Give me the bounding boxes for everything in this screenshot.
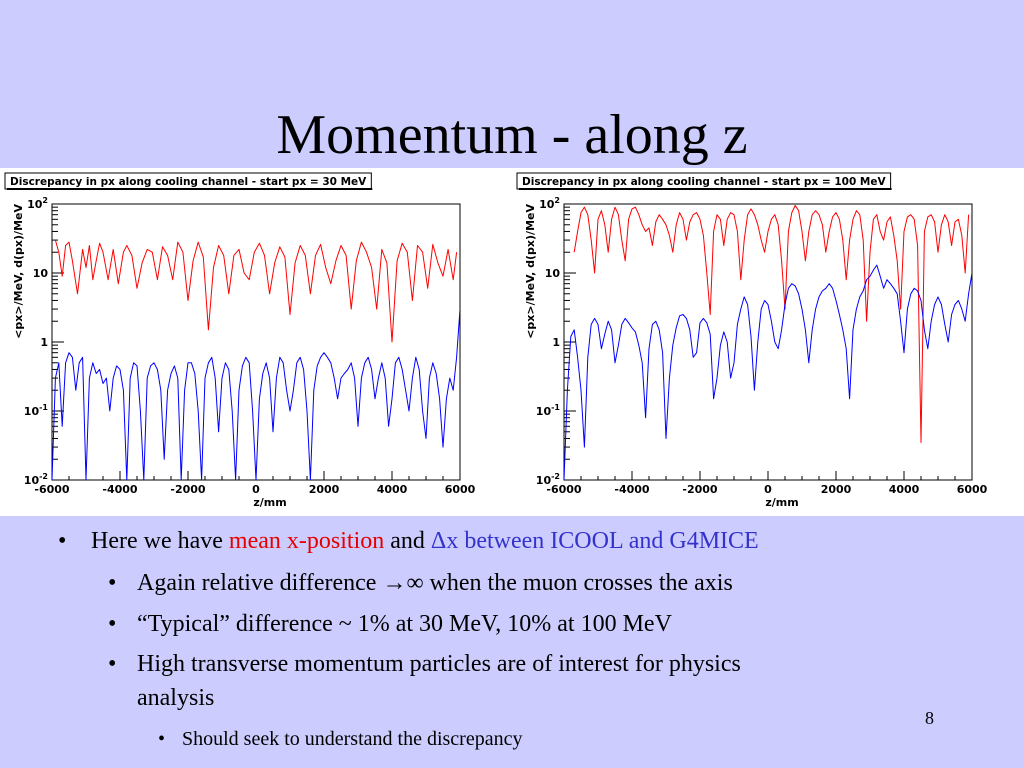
figure-band: Discrepancy in px along cooling channel … — [0, 168, 1024, 516]
chart-title-shadow — [519, 188, 892, 190]
x-tick-label: -4000 — [614, 483, 650, 496]
chart-panel-100mev: Discrepancy in px along cooling channel … — [512, 168, 1024, 516]
y-tick-label: 10-2 — [536, 472, 560, 487]
bullet-1-red-text: mean x-position — [228, 528, 385, 554]
plot-frame — [51, 203, 461, 481]
x-tick-label: -2000 — [682, 483, 718, 496]
series-line-2 — [564, 264, 972, 480]
y-tick-base: 10 — [27, 198, 43, 211]
bullet-2-text: Again relative difference →∞ when the mu… — [137, 570, 733, 597]
y-tick-label: 10-2 — [24, 472, 48, 487]
x-tick-label: -4000 — [102, 483, 138, 496]
y-tick-exponent: -1 — [39, 403, 48, 412]
y-axis-label: <px>/MeV, d(px)/MeV — [524, 204, 537, 339]
x-tick-label: -2000 — [170, 483, 206, 496]
y-tick-label: 102 — [539, 196, 560, 211]
y-tick-base: 10 — [24, 405, 40, 418]
page-number: 8 — [925, 708, 934, 728]
bullet-dot: • — [108, 651, 117, 677]
bullet-2-post: when the muon crosses the axis — [423, 570, 733, 596]
chart-title-shadow — [7, 188, 373, 190]
bullet-1-mid: and — [384, 528, 431, 554]
x-tick-label: 4000 — [889, 483, 920, 496]
y-tick-label: 102 — [27, 196, 48, 211]
series-line-1 — [54, 239, 458, 343]
arrow-infinity-symbol: →∞ — [382, 570, 424, 596]
x-axis-label: z/mm — [253, 496, 286, 509]
bullet-4-line2: analysis — [137, 685, 215, 711]
y-tick-exponent: -2 — [39, 472, 48, 481]
bullet-2-pre: Again relative difference — [137, 570, 383, 596]
y-tick-label: 10-1 — [24, 403, 49, 418]
x-tick-label: -6000 — [546, 483, 582, 496]
x-tick-label: 2000 — [309, 483, 340, 496]
x-tick-label: 0 — [764, 483, 772, 496]
y-tick-exponent: 2 — [554, 196, 560, 205]
y-tick-label: 1 — [40, 336, 48, 349]
y-tick-label: 10 — [33, 267, 49, 280]
x-tick-label: 4000 — [377, 483, 408, 496]
y-tick-label: 10-1 — [536, 403, 561, 418]
y-axis-label: <px>/MeV, d(px)/MeV — [12, 204, 25, 339]
bullet-dot: • — [158, 728, 166, 750]
bullet-4-line1: High transverse momentum particles are o… — [137, 651, 741, 677]
x-tick-label: 6000 — [445, 483, 476, 496]
y-tick-base: 10 — [539, 198, 555, 211]
bullet-5-text: Should seek to understand the discrepanc… — [182, 728, 523, 750]
y-tick-base: 1 — [552, 336, 560, 349]
y-tick-exponent: -2 — [551, 472, 560, 481]
bullet-1-text: Here we have mean x-position and Δx betw… — [91, 528, 759, 555]
x-axis-label: z/mm — [765, 496, 798, 509]
y-tick-exponent: 2 — [42, 196, 48, 205]
bullet-dot: • — [108, 570, 117, 596]
chart-30mev: Discrepancy in px along cooling channel … — [4, 172, 476, 509]
y-tick-base: 10 — [24, 474, 40, 487]
bullet-4-text: High transverse momentum particles are o… — [137, 647, 741, 715]
bullet-dot: • — [108, 611, 117, 637]
x-tick-label: 0 — [252, 483, 260, 496]
chart-title: Discrepancy in px along cooling channel … — [522, 176, 886, 188]
bullet-dot: • — [58, 528, 67, 554]
y-tick-label: 1 — [552, 336, 560, 349]
series-line-1 — [573, 205, 970, 443]
y-tick-base: 1 — [40, 336, 48, 349]
x-tick-label: -6000 — [34, 483, 70, 496]
plot-frame — [563, 203, 973, 481]
x-tick-label: 6000 — [957, 483, 988, 496]
y-tick-base: 10 — [545, 267, 561, 280]
y-tick-base: 10 — [536, 405, 552, 418]
slide-title: Momentum - along z — [276, 104, 748, 166]
chart-title: Discrepancy in px along cooling channel … — [10, 176, 367, 188]
bullet-1-prefix: Here we have — [91, 528, 229, 554]
bullet-3-text: “Typical” difference ~ 1% at 30 MeV, 10%… — [137, 611, 672, 637]
bullet-1-blue-text: Δx between ICOOL and G4MICE — [430, 528, 759, 554]
x-tick-label: 2000 — [821, 483, 852, 496]
chart-100mev: Discrepancy in px along cooling channel … — [516, 172, 988, 509]
y-tick-exponent: -1 — [551, 403, 560, 412]
series-line-2 — [52, 309, 460, 480]
y-tick-base: 10 — [33, 267, 49, 280]
chart-panel-30mev: Discrepancy in px along cooling channel … — [0, 168, 512, 516]
y-tick-base: 10 — [536, 474, 552, 487]
y-tick-label: 10 — [545, 267, 561, 280]
